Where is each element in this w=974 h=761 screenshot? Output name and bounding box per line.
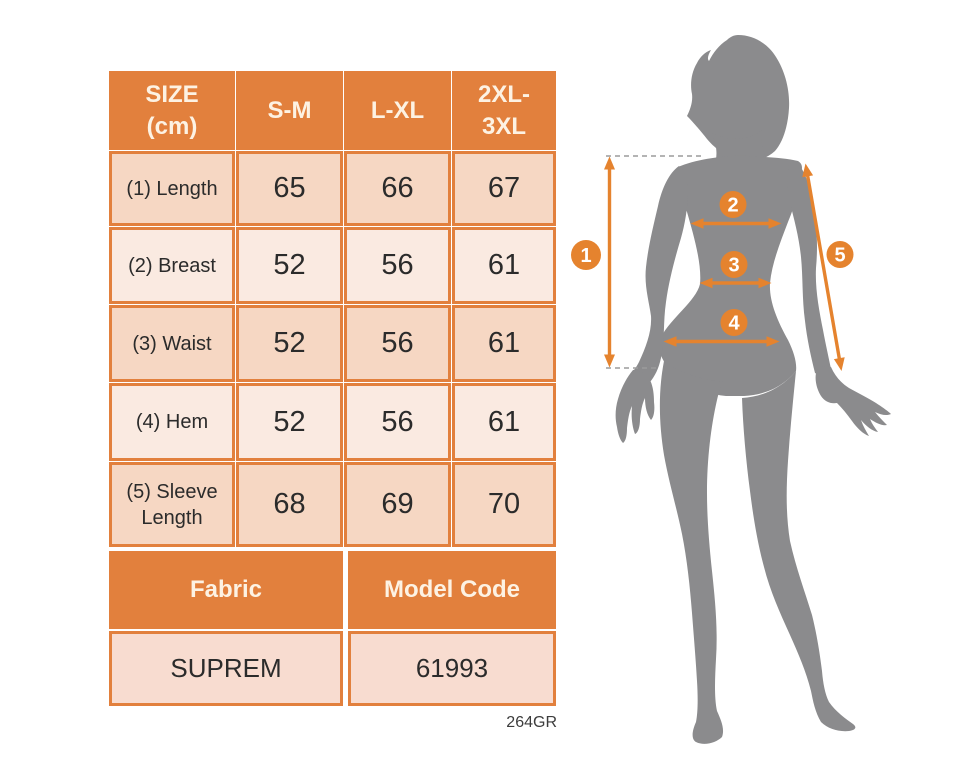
guide-lines xyxy=(606,155,705,369)
value-hem-s-m: 52 xyxy=(236,383,343,461)
silhouette-right-hand xyxy=(815,366,891,436)
silhouette-left-arm xyxy=(633,166,688,386)
breast-arrow xyxy=(690,218,782,229)
value-sleeve-l-xl: 69 xyxy=(344,462,451,547)
row-label-sleeve-length: (5) Sleeve Length xyxy=(109,462,235,547)
row-label-hem: (4) Hem xyxy=(109,383,235,461)
product-code-footnote: 264GR xyxy=(506,714,557,731)
value-sleeve-s-m: 68 xyxy=(236,462,343,547)
sleeve-arrow xyxy=(802,163,845,371)
measurement-figure: 1 2 3 4 5 xyxy=(571,35,891,744)
model-code-value: 61993 xyxy=(348,631,556,706)
marker-3-badge: 3 xyxy=(720,251,748,278)
info-header-row: Fabric Model Code xyxy=(109,551,557,629)
marker-1-number: 1 xyxy=(580,245,591,267)
marker-4-number: 4 xyxy=(728,313,740,335)
row-label-length: (1) Length xyxy=(109,151,235,226)
hem-arrow xyxy=(663,336,780,347)
column-header-label: S-M xyxy=(267,96,312,124)
value-hem-l-xl: 56 xyxy=(344,383,451,461)
info-value-row: SUPREM 61993 xyxy=(109,631,557,706)
silhouette-right-arm xyxy=(787,161,831,375)
value-sleeve-2xl-3xl: 70 xyxy=(452,462,556,547)
size-grid: SIZE (cm) S-M L-XL 2XL-3XL (1) Length 65… xyxy=(109,71,557,547)
value-breast-s-m: 52 xyxy=(236,227,343,304)
fabric-header: Fabric xyxy=(109,551,343,629)
row-label-breast: (2) Breast xyxy=(109,227,235,304)
row-label-waist: (3) Waist xyxy=(109,305,235,382)
marker-2-number: 2 xyxy=(727,195,738,217)
model-code-header: Model Code xyxy=(348,551,556,629)
female-silhouette xyxy=(615,35,891,744)
column-header-label: SIZE (cm) xyxy=(145,81,199,140)
value-waist-2xl-3xl: 61 xyxy=(452,305,556,382)
marker-2-badge: 2 xyxy=(719,191,747,218)
marker-1-badge: 1 xyxy=(571,240,601,270)
length-arrow xyxy=(604,156,615,368)
column-header-size-cm: SIZE (cm) xyxy=(109,71,235,150)
value-breast-l-xl: 56 xyxy=(344,227,451,304)
value-length-2xl-3xl: 67 xyxy=(452,151,556,226)
marker-badges: 1 2 3 4 5 xyxy=(571,191,854,336)
size-table: SIZE (cm) S-M L-XL 2XL-3XL (1) Length 65… xyxy=(109,71,557,706)
marker-5-badge: 5 xyxy=(826,241,854,268)
measurement-arrows xyxy=(604,156,845,371)
value-length-s-m: 65 xyxy=(236,151,343,226)
column-header-label: 2XL-3XL xyxy=(477,81,530,140)
value-breast-2xl-3xl: 61 xyxy=(452,227,556,304)
waist-arrow xyxy=(699,277,772,289)
marker-3-number: 3 xyxy=(728,255,739,277)
marker-5-number: 5 xyxy=(834,245,845,267)
column-header-label: L-XL xyxy=(370,96,425,124)
fabric-value: SUPREM xyxy=(109,631,343,706)
value-length-l-xl: 66 xyxy=(344,151,451,226)
column-header-l-xl: L-XL xyxy=(344,71,451,150)
silhouette-head xyxy=(687,35,790,162)
value-waist-l-xl: 56 xyxy=(344,305,451,382)
value-waist-s-m: 52 xyxy=(236,305,343,382)
value-hem-2xl-3xl: 61 xyxy=(452,383,556,461)
silhouette-left-hand xyxy=(615,369,655,443)
column-header-2xl-3xl: 2XL-3XL xyxy=(452,71,556,150)
silhouette-right-leg xyxy=(742,371,856,732)
column-header-s-m: S-M xyxy=(236,71,343,150)
marker-4-badge: 4 xyxy=(720,309,748,336)
silhouette-left-leg xyxy=(659,361,724,744)
